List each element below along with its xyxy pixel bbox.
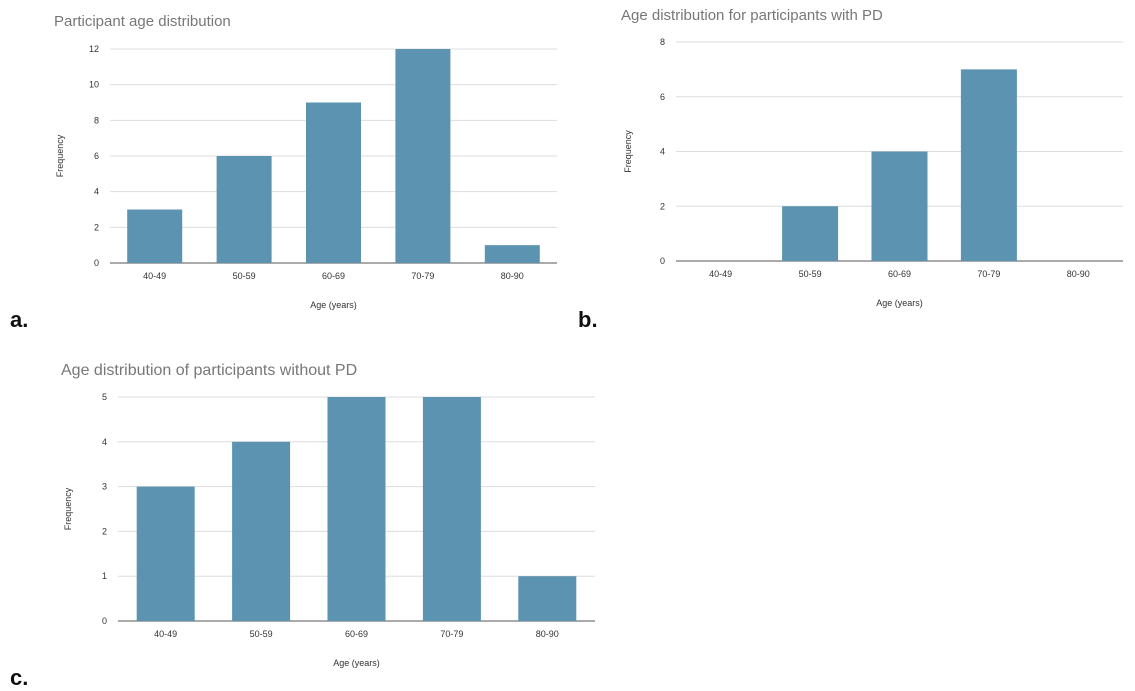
y-tick-label: 2: [94, 222, 99, 232]
x-tick-label: 70-79: [440, 629, 463, 639]
bar-50-59: [232, 441, 291, 621]
x-tick-label: 50-59: [250, 629, 273, 639]
bar-40-49: [136, 486, 195, 621]
chart-title: Age distribution of participants without…: [61, 362, 357, 379]
y-tick-label: 6: [660, 92, 665, 102]
x-tick-label: 60-69: [888, 269, 911, 279]
x-tick-label: 50-59: [233, 271, 256, 281]
bar-50-59: [782, 206, 839, 261]
x-tick-label: 40-49: [154, 629, 177, 639]
y-tick-label: 12: [89, 44, 99, 54]
chart-title: Participant age distribution: [54, 13, 231, 30]
bar-60-69: [871, 151, 928, 261]
y-tick-label: 0: [102, 616, 107, 626]
bar-70-79: [422, 397, 481, 621]
x-tick-label: 40-49: [709, 269, 732, 279]
y-tick-label: 10: [89, 80, 99, 90]
x-axis-label: Age (years): [310, 300, 357, 310]
x-tick-label: 80-90: [501, 271, 524, 281]
y-tick-label: 6: [94, 151, 99, 161]
x-tick-label: 60-69: [322, 271, 345, 281]
bar-70-79: [395, 49, 451, 263]
chart-0: Participant age distribution 0 2 4 6 8 10 12 40-…: [54, 13, 557, 310]
x-tick-label: 70-79: [411, 271, 434, 281]
y-tick-label: 4: [102, 437, 107, 447]
y-tick-label: 8: [660, 37, 665, 47]
y-tick-label: 4: [660, 147, 665, 157]
bar-80-90: [518, 576, 577, 621]
panel-letter-b: b.: [578, 307, 598, 332]
y-axis-label: Frequency: [623, 130, 633, 173]
x-axis-label: Age (years): [876, 298, 923, 308]
y-tick-label: 8: [94, 115, 99, 125]
y-tick-label: 2: [660, 201, 665, 211]
y-axis-label: Frequency: [63, 487, 73, 530]
y-axis-label: Frequency: [55, 134, 65, 177]
y-tick-label: 0: [660, 256, 665, 266]
bar-50-59: [216, 156, 272, 263]
bar-70-79: [960, 69, 1017, 261]
y-tick-label: 0: [94, 258, 99, 268]
y-tick-label: 4: [94, 187, 99, 197]
x-tick-label: 80-90: [536, 629, 559, 639]
panel-letter-a: a.: [10, 307, 29, 332]
bar-80-90: [484, 245, 540, 263]
bar-60-69: [306, 102, 361, 263]
bar-40-49: [127, 209, 183, 263]
bar-60-69: [327, 397, 386, 621]
x-axis-label: Age (years): [333, 658, 380, 668]
y-tick-label: 1: [102, 571, 107, 581]
chart-title: Age distribution for participants with P…: [621, 7, 883, 24]
y-tick-label: 2: [102, 526, 107, 536]
chart-1: Age distribution for participants with P…: [621, 7, 1123, 308]
panel-letter-c: c.: [10, 665, 29, 690]
x-tick-label: 80-90: [1067, 269, 1090, 279]
x-tick-label: 50-59: [799, 269, 822, 279]
x-tick-label: 60-69: [345, 629, 368, 639]
x-tick-label: 40-49: [143, 271, 166, 281]
chart-2: Age distribution of participants without…: [61, 362, 595, 668]
y-tick-label: 3: [102, 482, 107, 492]
x-tick-label: 70-79: [977, 269, 1000, 279]
y-tick-label: 5: [102, 392, 107, 402]
